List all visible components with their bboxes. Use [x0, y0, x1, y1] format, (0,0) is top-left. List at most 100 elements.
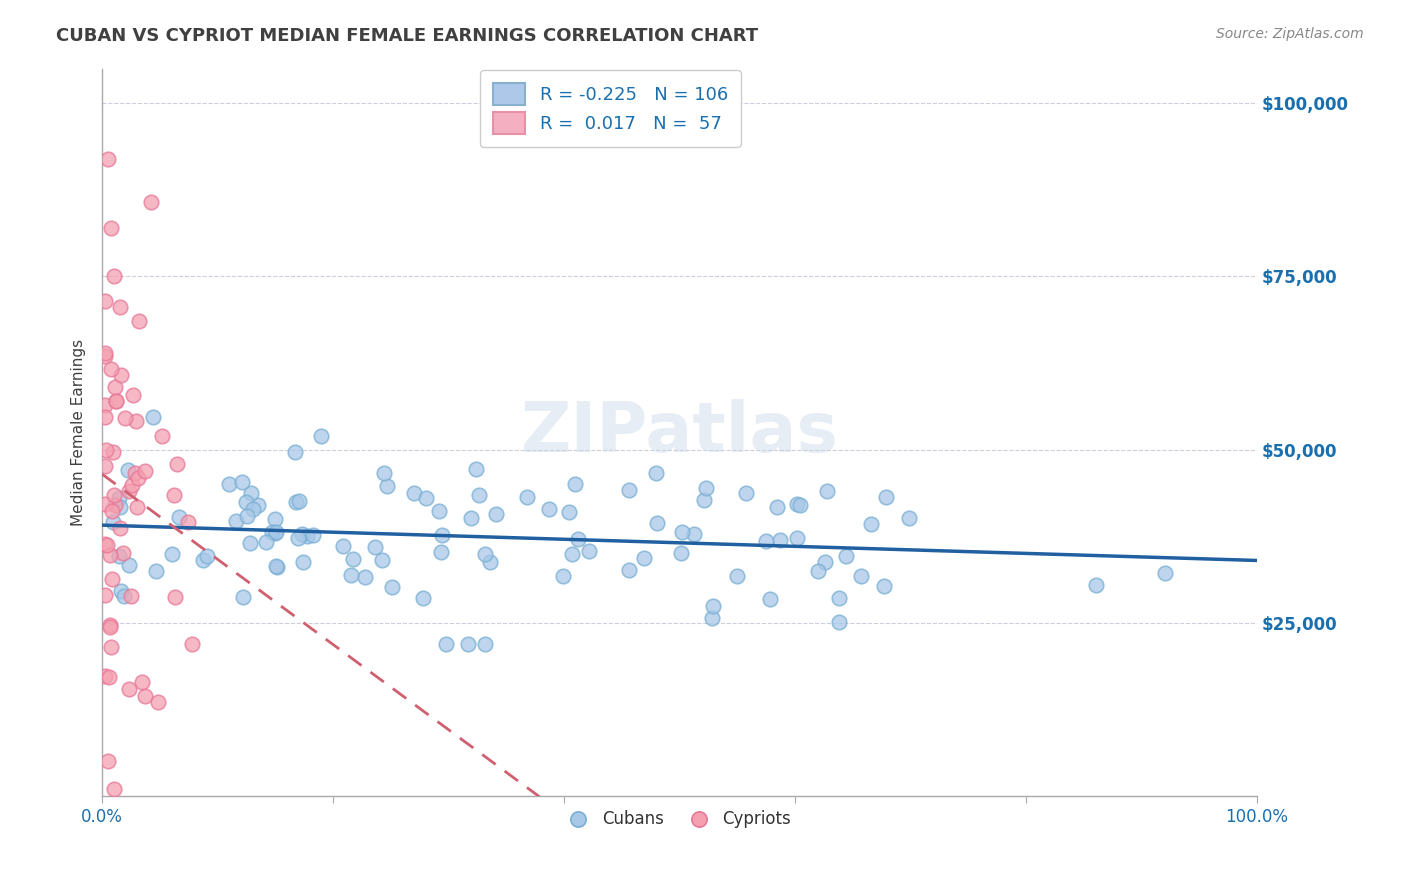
Point — [104, 380, 127, 394]
Point — [121, 477, 143, 491]
Point — [93, 669, 115, 683]
Point — [332, 539, 354, 553]
Point — [111, 546, 134, 560]
Point — [415, 491, 437, 505]
Point — [427, 504, 450, 518]
Point — [558, 505, 581, 519]
Point — [97, 152, 120, 166]
Point — [166, 457, 188, 471]
Point — [291, 526, 314, 541]
Point — [412, 591, 434, 606]
Point — [561, 547, 583, 561]
Point — [218, 477, 240, 491]
Point — [457, 637, 479, 651]
Point — [875, 490, 897, 504]
Point — [828, 591, 851, 605]
Point — [766, 500, 789, 514]
Point — [769, 533, 792, 548]
Point — [339, 567, 361, 582]
Point — [264, 525, 287, 540]
Point — [683, 526, 706, 541]
Point — [100, 362, 122, 376]
Point — [235, 495, 257, 509]
Point — [97, 755, 120, 769]
Point — [103, 445, 125, 459]
Point — [1153, 566, 1175, 581]
Point — [112, 589, 135, 603]
Point — [474, 547, 496, 561]
Point — [117, 463, 139, 477]
Point — [1085, 578, 1108, 592]
Point — [93, 497, 115, 511]
Point — [759, 591, 782, 606]
Point — [633, 551, 655, 566]
Point — [142, 409, 165, 424]
Point — [127, 471, 149, 485]
Text: CUBAN VS CYPRIOT MEDIAN FEMALE EARNINGS CORRELATION CHART: CUBAN VS CYPRIOT MEDIAN FEMALE EARNINGS … — [56, 27, 758, 45]
Point — [128, 313, 150, 327]
Point — [353, 570, 375, 584]
Point — [287, 532, 309, 546]
Point — [96, 442, 118, 457]
Point — [515, 490, 537, 504]
Point — [103, 269, 125, 284]
Point — [700, 611, 723, 625]
Point — [160, 547, 183, 561]
Point — [101, 515, 124, 529]
Point — [104, 393, 127, 408]
Point — [100, 548, 122, 562]
Point — [93, 537, 115, 551]
Point — [93, 588, 115, 602]
Point — [537, 501, 560, 516]
Text: Source: ZipAtlas.com: Source: ZipAtlas.com — [1216, 27, 1364, 41]
Point — [465, 462, 488, 476]
Point — [807, 564, 830, 578]
Point — [93, 345, 115, 359]
Point — [163, 590, 186, 604]
Point — [873, 578, 896, 592]
Point — [564, 477, 586, 491]
Point — [786, 531, 808, 545]
Point — [169, 509, 191, 524]
Point — [485, 507, 508, 521]
Point — [432, 528, 454, 542]
Point — [381, 580, 404, 594]
Point — [93, 458, 115, 473]
Point — [479, 555, 502, 569]
Point — [100, 640, 122, 655]
Point — [139, 195, 162, 210]
Point — [302, 527, 325, 541]
Point — [118, 483, 141, 498]
Point — [725, 569, 748, 583]
Point — [287, 494, 309, 508]
Point — [786, 497, 808, 511]
Point — [814, 555, 837, 569]
Point — [93, 398, 115, 412]
Point — [134, 689, 156, 703]
Y-axis label: Median Female Earnings: Median Female Earnings — [72, 339, 86, 526]
Point — [103, 488, 125, 502]
Point — [292, 555, 315, 569]
Point — [815, 484, 838, 499]
Point — [150, 428, 173, 442]
Point — [619, 563, 641, 577]
Point — [860, 516, 883, 531]
Point — [108, 521, 131, 535]
Point — [702, 599, 724, 613]
Legend: Cubans, Cypriots: Cubans, Cypriots — [562, 804, 797, 835]
Point — [375, 479, 398, 493]
Point — [755, 534, 778, 549]
Point — [266, 559, 288, 574]
Point — [108, 301, 131, 315]
Point — [789, 498, 811, 512]
Point — [262, 524, 284, 539]
Point — [195, 549, 218, 563]
Point — [125, 500, 148, 514]
Point — [254, 535, 277, 549]
Point — [108, 549, 131, 563]
Point — [247, 498, 270, 512]
Point — [849, 568, 872, 582]
Point — [578, 544, 600, 558]
Point — [98, 617, 121, 632]
Point — [93, 349, 115, 363]
